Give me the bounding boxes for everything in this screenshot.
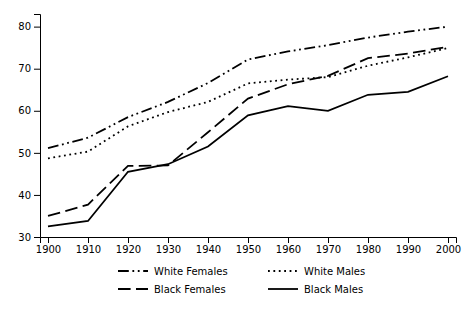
x-axis-tick: 1940 bbox=[196, 237, 221, 255]
x-axis-tick-mark bbox=[48, 237, 49, 243]
y-axis-tick-mark bbox=[34, 237, 40, 238]
x-axis-tick: 1990 bbox=[396, 237, 421, 255]
series-line bbox=[48, 48, 448, 158]
y-axis-tick-mark bbox=[34, 111, 40, 112]
y-axis-tick: 80 bbox=[18, 21, 40, 32]
x-axis-tick-mark bbox=[288, 237, 289, 243]
legend-item: Black Males bbox=[268, 284, 363, 295]
x-axis-tick: 1900 bbox=[36, 237, 61, 255]
x-axis-tick: 1930 bbox=[156, 237, 181, 255]
legend-item: White Females bbox=[118, 266, 228, 277]
x-axis-tick: 1950 bbox=[236, 237, 261, 255]
y-axis-tick: 70 bbox=[18, 63, 40, 74]
y-axis-tick-label: 50 bbox=[18, 148, 31, 159]
x-axis-tick-label: 1910 bbox=[76, 244, 101, 255]
x-axis-tick: 1960 bbox=[276, 237, 301, 255]
legend-label: White Females bbox=[154, 266, 228, 277]
x-axis-tick: 1980 bbox=[356, 237, 381, 255]
plot-area: 1900 1910 1920 1930 1940 1950 1960 1970 1980 1990… bbox=[18, 15, 461, 256]
y-axis-tick-label: 30 bbox=[18, 232, 31, 243]
series-line bbox=[48, 27, 448, 149]
x-axis-tick-label: 1990 bbox=[396, 244, 421, 255]
x-axis-tick-label: 1900 bbox=[36, 244, 61, 255]
legend-swatch bbox=[118, 270, 148, 272]
legend-label: Black Males bbox=[304, 284, 363, 295]
x-axis-tick-label: 1920 bbox=[116, 244, 141, 255]
series-line bbox=[48, 76, 448, 226]
x-axis-tick-label: 1970 bbox=[316, 244, 341, 255]
y-axis-tick-mark bbox=[34, 153, 40, 154]
legend-label: White Males bbox=[304, 266, 365, 277]
y-axis-tick-mark bbox=[34, 195, 40, 196]
y-axis-line bbox=[34, 15, 41, 238]
x-axis: 1900 1910 1920 1930 1940 1950 1960 1970 1980 1990… bbox=[36, 237, 461, 255]
y-axis-tick-label: 60 bbox=[18, 105, 31, 116]
x-axis-tick-label: 1930 bbox=[156, 244, 181, 255]
x-axis-tick: 1920 bbox=[116, 237, 141, 255]
y-axis-tick-label: 70 bbox=[18, 63, 31, 74]
y-axis-tick: 40 bbox=[18, 190, 40, 201]
y-axis-tick: 50 bbox=[18, 148, 40, 159]
x-axis-line bbox=[41, 238, 457, 244]
lines bbox=[48, 27, 448, 227]
x-axis-tick-mark bbox=[328, 237, 329, 243]
series-line bbox=[48, 47, 448, 216]
y-axis-tick: 60 bbox=[18, 105, 40, 116]
legend-swatch bbox=[268, 288, 298, 290]
x-axis-tick-mark bbox=[208, 237, 209, 243]
y-axis-tick-mark bbox=[34, 69, 40, 70]
x-axis-tick-label: 2000 bbox=[436, 244, 461, 255]
x-axis-tick: 2000 bbox=[436, 237, 461, 255]
x-axis-tick: 1970 bbox=[316, 237, 341, 255]
x-axis-tick-mark bbox=[408, 237, 409, 243]
y-axis-tick: 30 bbox=[18, 232, 40, 243]
x-axis-tick-mark bbox=[88, 237, 89, 243]
x-axis-tick-mark bbox=[448, 237, 449, 243]
x-axis-tick-label: 1940 bbox=[196, 244, 221, 255]
x-axis-tick-mark bbox=[168, 237, 169, 243]
x-axis-tick-label: 1980 bbox=[356, 244, 381, 255]
legend: White Females White Males Black Females Bla… bbox=[118, 266, 365, 295]
y-axis-tick-mark bbox=[34, 27, 40, 28]
legend-swatch bbox=[268, 270, 298, 272]
x-axis-tick-mark bbox=[128, 237, 129, 243]
legend-item: Black Females bbox=[118, 284, 226, 295]
y-axis-tick-label: 40 bbox=[18, 190, 31, 201]
chart: 1900 1910 1920 1930 1940 1950 1960 1970 1980 1990… bbox=[0, 0, 474, 315]
x-axis-tick: 1910 bbox=[76, 237, 101, 255]
x-axis-tick-label: 1960 bbox=[276, 244, 301, 255]
legend-swatch bbox=[118, 288, 148, 290]
legend-item: White Males bbox=[268, 266, 365, 277]
x-axis-tick-mark bbox=[368, 237, 369, 243]
x-axis-tick-mark bbox=[248, 237, 249, 243]
x-axis-tick-label: 1950 bbox=[236, 244, 261, 255]
y-axis-tick-label: 80 bbox=[18, 21, 31, 32]
legend-label: Black Females bbox=[154, 284, 226, 295]
y-axis: 30 40 50 60 70 80 bbox=[18, 15, 40, 243]
